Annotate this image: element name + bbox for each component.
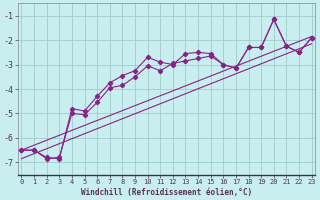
X-axis label: Windchill (Refroidissement éolien,°C): Windchill (Refroidissement éolien,°C) xyxy=(81,188,252,197)
